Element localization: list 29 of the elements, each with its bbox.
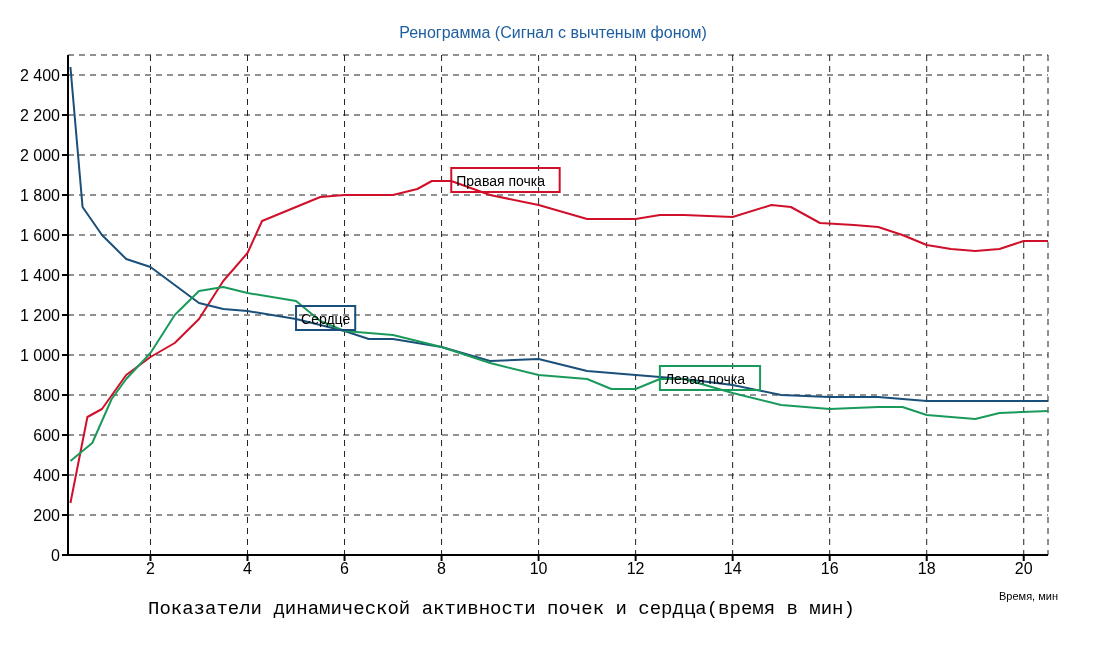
y-tick-label: 800 [33,386,61,404]
x-tick-label: 18 [917,560,936,578]
x-tick-label: 14 [723,560,742,578]
text: Показатели динамической активности почек и сердца(время в мин) [148,598,855,620]
x-tick-label: 4 [243,560,253,578]
y-tick-label: 1 800 [19,186,61,204]
y-tick-label: 1 600 [19,226,61,244]
chart-title: Ренограмма (Сигнал с вычтеным фоном) [398,23,708,43]
line-series [69,66,1048,402]
y-tick-label: 400 [33,466,61,484]
x-tick-label: 16 [820,560,839,578]
x-axis-title: Время, мин [999,590,1058,602]
x-tick-label: 2 [146,560,156,578]
y-tick-label: 2 000 [19,146,61,164]
x-tick-label: 8 [437,560,447,578]
x-tick-label: 12 [626,560,645,578]
y-tick-label: 1 400 [19,266,61,284]
series-label: Правая почка [456,173,546,189]
y-tick-label: 600 [33,426,61,444]
x-tick-label: 6 [340,560,350,578]
y-tick-label: 2 400 [19,66,61,84]
y-tick-label: 1 000 [19,346,61,364]
line-series [69,286,1048,462]
x-tick-label: 10 [529,560,548,578]
y-tick-label: 2 200 [19,106,61,124]
y-tick-label: 200 [33,506,61,524]
x-tick-label: 20 [1014,560,1033,578]
y-tick-label: 0 [51,546,61,564]
y-tick-label: 1 200 [19,306,61,324]
